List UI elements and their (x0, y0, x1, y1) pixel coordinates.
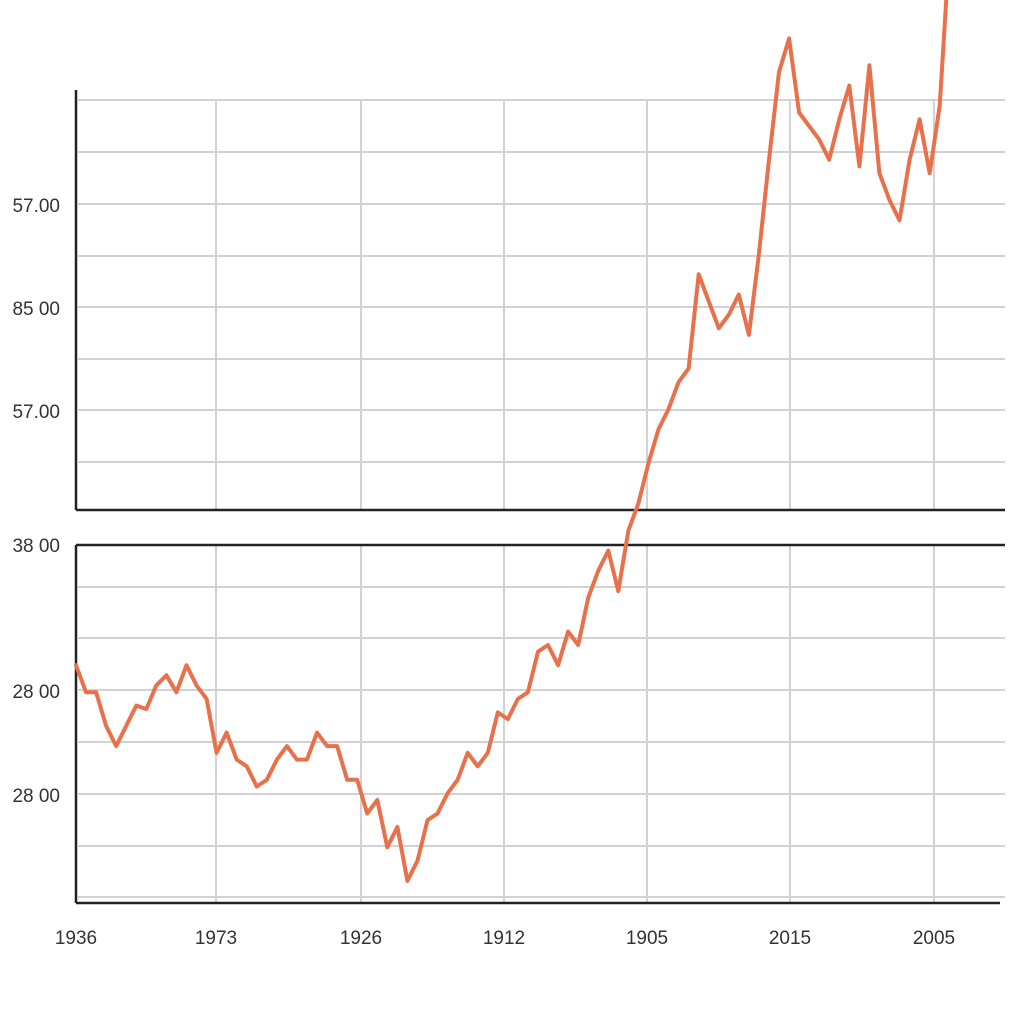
upper-y-tick-label: 85 00 (12, 299, 60, 320)
x-tick-label: 1912 (483, 928, 525, 949)
lower-y-tick-label: 38 00 (12, 536, 60, 557)
x-tick-label: 1905 (626, 928, 668, 949)
series-line (74, 0, 949, 883)
x-tick-label: 1973 (195, 928, 237, 949)
x-tick-label: 1926 (340, 928, 382, 949)
x-axis-tick-labels: 1936 1973 1926 1912 1905 2015 2005 (55, 928, 955, 949)
upper-panel: 57.00 85 00 57.00 (12, 90, 1005, 512)
upper-y-tick-label: 57.00 (12, 402, 60, 423)
x-tick-label: 1936 (55, 928, 97, 949)
x-tick-label: 2015 (769, 928, 811, 949)
upper-gridlines (78, 99, 1005, 510)
x-tick-label: 2005 (913, 928, 955, 949)
lower-gridlines (78, 545, 1005, 903)
lower-y-tick-label: 28 00 (12, 786, 60, 807)
lower-y-tick-label: 28 00 (12, 682, 60, 703)
lower-panel: 38 00 28 00 28 00 (12, 536, 1005, 905)
upper-y-tick-label: 57.00 (12, 196, 60, 217)
